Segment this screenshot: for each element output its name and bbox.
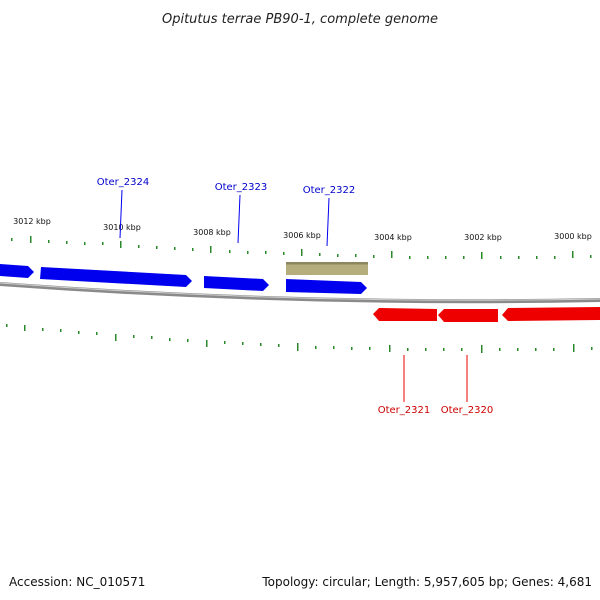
gene-label-oter-2322[interactable]: Oter_2322	[303, 185, 356, 196]
reverse-genes	[373, 307, 600, 322]
forward-gene-arrow[interactable]	[0, 264, 34, 278]
reverse-gene-arrow[interactable]	[373, 308, 437, 321]
scale-label: 3012 kbp	[13, 217, 51, 226]
forward-genes	[0, 262, 368, 294]
upper-ticks	[11, 236, 592, 259]
reverse-gene-arrow[interactable]	[438, 309, 498, 322]
genome-summary-text: Topology: circular; Length: 5,957,605 bp…	[261, 575, 592, 589]
gene-labels: Oter_2324 Oter_2323 Oter_2322 Oter_2321 …	[97, 177, 494, 416]
scale-label: 3000 kbp	[554, 232, 592, 241]
scale-label: 3006 kbp	[283, 231, 321, 240]
genome-title: Opitutus terrae PB90-1, complete genome	[162, 12, 438, 27]
gene-label-oter-2320[interactable]: Oter_2320	[441, 405, 494, 416]
scale-label: 3002 kbp	[464, 233, 502, 242]
forward-gene-arrow[interactable]	[204, 276, 269, 291]
scale-labels: 3012 kbp 3010 kbp 3008 kbp 3006 kbp 3004…	[13, 217, 592, 242]
gene-label-oter-2324[interactable]: Oter_2324	[97, 177, 150, 188]
scale-label: 3010 kbp	[103, 223, 141, 232]
scale-label: 3004 kbp	[374, 233, 412, 242]
other-feature-bar[interactable]	[286, 262, 368, 275]
gene-leaders	[119, 189, 468, 402]
genome-backbone	[0, 282, 600, 304]
gene-label-oter-2321[interactable]: Oter_2321	[378, 405, 431, 416]
forward-gene-arrow[interactable]	[40, 267, 192, 287]
reverse-gene-arrow[interactable]	[502, 307, 600, 321]
forward-gene-arrow[interactable]	[286, 279, 367, 294]
gene-label-oter-2323[interactable]: Oter_2323	[215, 182, 268, 193]
lower-ticks	[6, 324, 593, 353]
accession-text: Accession: NC_010571	[9, 575, 145, 589]
scale-label: 3008 kbp	[193, 228, 231, 237]
